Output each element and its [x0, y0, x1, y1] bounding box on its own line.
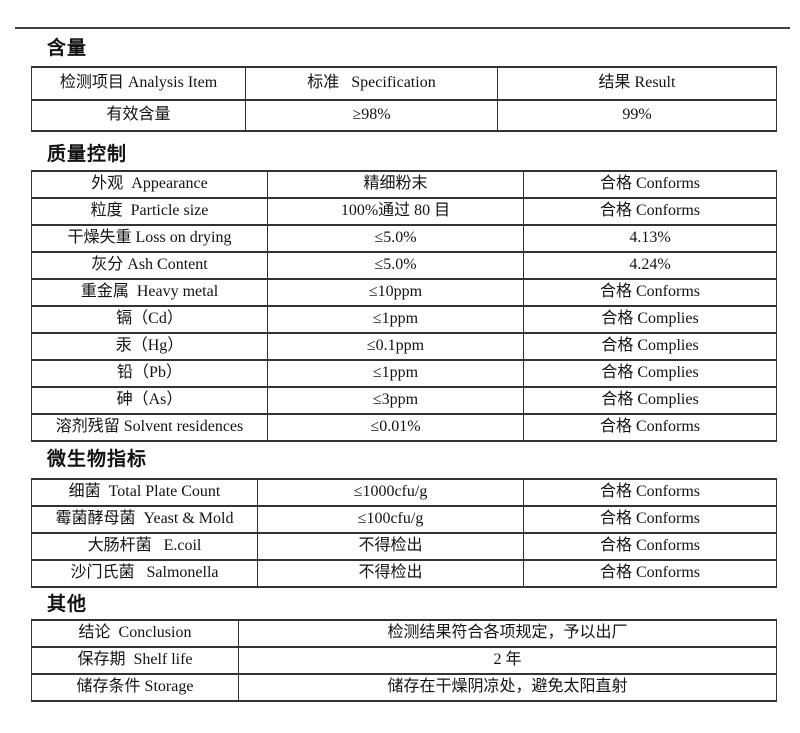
- table-row: 储存条件 Storage 储存在干燥阴凉处，避免太阳直射: [31, 673, 777, 702]
- table-row: 大肠杆菌 E.coil 不得检出 合格 Conforms: [31, 532, 777, 561]
- item-cell: 沙门氏菌 Salmonella: [31, 559, 258, 588]
- result-cell: 合格 Conforms: [523, 170, 777, 199]
- item-cell: 汞（Hg）: [31, 332, 268, 361]
- table-row: 霉菌酵母菌 Yeast & Mold ≤100cfu/g 合格 Conforms: [31, 505, 777, 534]
- table-row: 有效含量 ≥98% 99%: [31, 99, 777, 132]
- item-cell: 结论 Conclusion: [31, 619, 239, 648]
- spec-cell: 精细粉末: [267, 170, 524, 199]
- spec-cell: ≤100cfu/g: [257, 505, 524, 534]
- item-cell: 霉菌酵母菌 Yeast & Mold: [31, 505, 258, 534]
- column-header-analysis-item: 检测项目 Analysis Item: [31, 66, 246, 101]
- spec-cell: 不得检出: [257, 532, 524, 561]
- value-cell: 2 年: [238, 646, 777, 675]
- result-cell: 合格 Conforms: [523, 197, 777, 226]
- table-row: 砷（As） ≤3ppm 合格 Complies: [31, 386, 777, 415]
- result-cell: 合格 Complies: [523, 305, 777, 334]
- item-cell: 灰分 Ash Content: [31, 251, 268, 280]
- item-cell: 大肠杆菌 E.coil: [31, 532, 258, 561]
- table-row: 结论 Conclusion 检测结果符合各项规定，予以出厂: [31, 619, 777, 648]
- item-cell: 铅（Pb）: [31, 359, 268, 388]
- column-header-result: 结果 Result: [497, 66, 777, 101]
- result-cell: 合格 Complies: [523, 359, 777, 388]
- other-info-table: 结论 Conclusion 检测结果符合各项规定，予以出厂 保存期 Shelf …: [31, 619, 777, 702]
- result-cell: 合格 Conforms: [523, 413, 777, 442]
- item-cell: 砷（As）: [31, 386, 268, 415]
- spec-cell: ≤1000cfu/g: [257, 478, 524, 507]
- section-heading-content: 含量: [47, 38, 88, 59]
- spec-cell: ≤1ppm: [267, 359, 524, 388]
- result-cell: 合格 Complies: [523, 386, 777, 415]
- microbiology-table: 细菌 Total Plate Count ≤1000cfu/g 合格 Confo…: [31, 478, 777, 588]
- spec-cell: ≤5.0%: [267, 251, 524, 280]
- content-table: 检测项目 Analysis Item 标准 Specification 结果 R…: [31, 66, 777, 132]
- item-cell: 镉（Cd）: [31, 305, 268, 334]
- top-horizontal-rule: [15, 27, 790, 29]
- spec-cell: ≤1ppm: [267, 305, 524, 334]
- spec-cell: ≤0.1ppm: [267, 332, 524, 361]
- table-row: 重金属 Heavy metal ≤10ppm 合格 Conforms: [31, 278, 777, 307]
- table-row: 溶剂残留 Solvent residences ≤0.01% 合格 Confor…: [31, 413, 777, 442]
- item-cell: 有效含量: [31, 99, 246, 132]
- spec-cell: ≤0.01%: [267, 413, 524, 442]
- result-cell: 4.24%: [523, 251, 777, 280]
- table-row: 细菌 Total Plate Count ≤1000cfu/g 合格 Confo…: [31, 478, 777, 507]
- table-row: 保存期 Shelf life 2 年: [31, 646, 777, 675]
- spec-cell: 不得检出: [257, 559, 524, 588]
- spec-cell: ≥98%: [245, 99, 498, 132]
- item-cell: 保存期 Shelf life: [31, 646, 239, 675]
- quality-control-table: 外观 Appearance 精细粉末 合格 Conforms 粒度 Partic…: [31, 170, 777, 442]
- result-cell: 99%: [497, 99, 777, 132]
- table-header-row: 检测项目 Analysis Item 标准 Specification 结果 R…: [31, 66, 777, 101]
- item-cell: 细菌 Total Plate Count: [31, 478, 258, 507]
- result-cell: 合格 Complies: [523, 332, 777, 361]
- result-cell: 4.13%: [523, 224, 777, 253]
- table-row: 粒度 Particle size 100%通过 80 目 合格 Conforms: [31, 197, 777, 226]
- section-heading-microbiology: 微生物指标: [47, 449, 148, 470]
- item-cell: 干燥失重 Loss on drying: [31, 224, 268, 253]
- table-row: 汞（Hg） ≤0.1ppm 合格 Complies: [31, 332, 777, 361]
- table-row: 灰分 Ash Content ≤5.0% 4.24%: [31, 251, 777, 280]
- item-cell: 溶剂残留 Solvent residences: [31, 413, 268, 442]
- result-cell: 合格 Conforms: [523, 478, 777, 507]
- table-row: 外观 Appearance 精细粉末 合格 Conforms: [31, 170, 777, 199]
- value-cell: 储存在干燥阴凉处，避免太阳直射: [238, 673, 777, 702]
- spec-cell: ≤10ppm: [267, 278, 524, 307]
- table-row: 沙门氏菌 Salmonella 不得检出 合格 Conforms: [31, 559, 777, 588]
- item-cell: 重金属 Heavy metal: [31, 278, 268, 307]
- section-heading-other: 其他: [47, 594, 88, 615]
- spec-cell: ≤5.0%: [267, 224, 524, 253]
- result-cell: 合格 Conforms: [523, 559, 777, 588]
- spec-cell: 100%通过 80 目: [267, 197, 524, 226]
- result-cell: 合格 Conforms: [523, 505, 777, 534]
- item-cell: 外观 Appearance: [31, 170, 268, 199]
- table-row: 铅（Pb） ≤1ppm 合格 Complies: [31, 359, 777, 388]
- value-cell: 检测结果符合各项规定，予以出厂: [238, 619, 777, 648]
- column-header-specification: 标准 Specification: [245, 66, 498, 101]
- table-row: 镉（Cd） ≤1ppm 合格 Complies: [31, 305, 777, 334]
- result-cell: 合格 Conforms: [523, 532, 777, 561]
- item-cell: 粒度 Particle size: [31, 197, 268, 226]
- result-cell: 合格 Conforms: [523, 278, 777, 307]
- item-cell: 储存条件 Storage: [31, 673, 239, 702]
- table-row: 干燥失重 Loss on drying ≤5.0% 4.13%: [31, 224, 777, 253]
- spec-cell: ≤3ppm: [267, 386, 524, 415]
- section-heading-quality-control: 质量控制: [47, 144, 128, 165]
